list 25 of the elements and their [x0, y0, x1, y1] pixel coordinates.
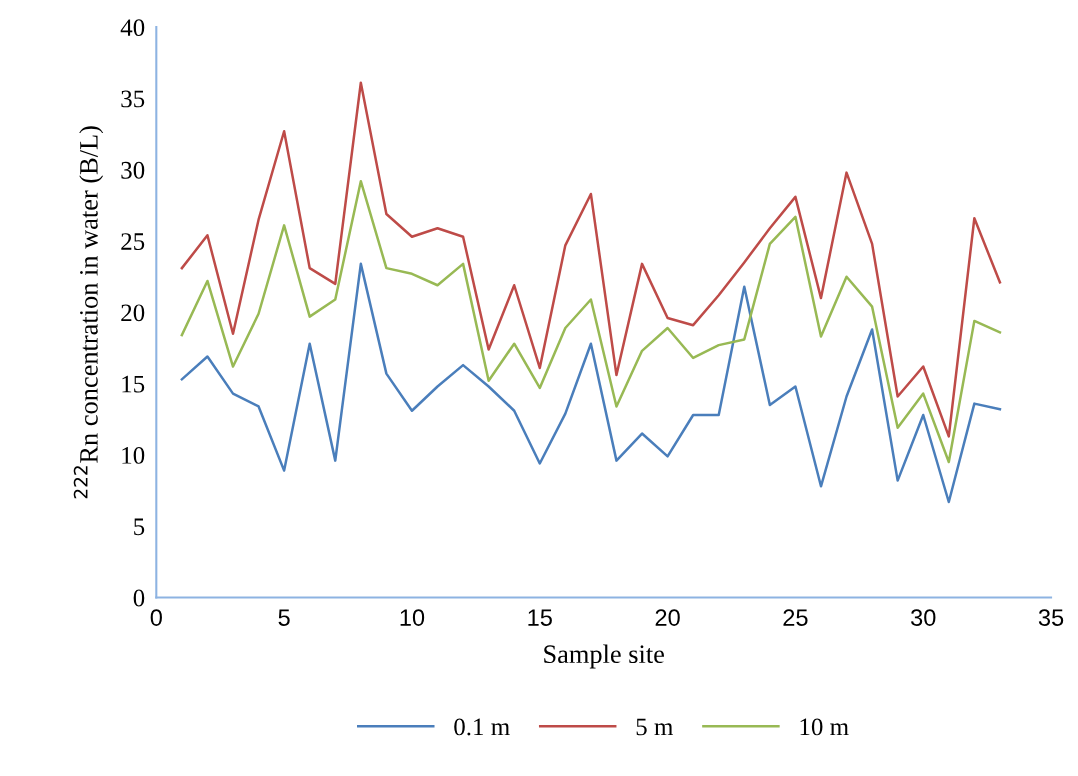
y-tick-label: 0 [133, 589, 145, 607]
y-axis-title: $^{222}$Rn concentration in water (B/L) [73, 126, 104, 499]
x-tick-label: 15 [528, 609, 552, 626]
x-axis-title: Sample site [544, 644, 664, 669]
line-series [180, 262, 1002, 504]
y-tick-label: 25 [121, 233, 145, 250]
y-tick-label: 30 [121, 161, 145, 179]
y-tick-label: 35 [121, 90, 145, 108]
x-tick-label: 0 [150, 609, 162, 626]
x-tick-label: 10 [400, 609, 425, 626]
line-series [180, 179, 1002, 464]
y-tick-label: 20 [121, 304, 145, 322]
x-tick-label: 20 [655, 609, 680, 626]
x-tick-label: 35 [1038, 609, 1064, 626]
line-series [180, 81, 1002, 438]
x-tick-label: 5 [278, 609, 290, 626]
legend-label: 10 m [800, 718, 849, 736]
x-tick-label: 30 [911, 609, 936, 626]
legend-label: 5 m [636, 718, 674, 736]
y-tick-label: 10 [122, 446, 145, 464]
x-tick-label: 25 [783, 609, 808, 626]
y-tick-label: 40 [120, 19, 145, 37]
y-tick-label: 5 [134, 518, 145, 536]
y-tick-label: 15 [122, 375, 145, 393]
legend-label: 0.1 m [454, 718, 510, 736]
